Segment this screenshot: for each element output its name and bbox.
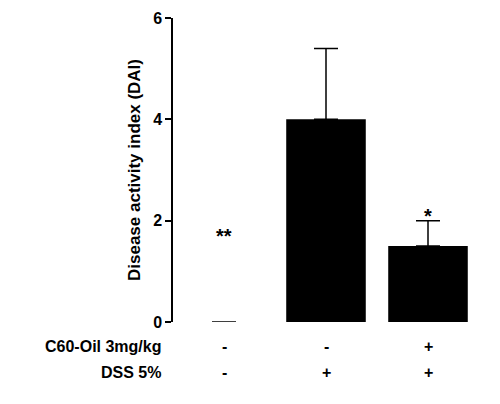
svg-text:4: 4	[153, 111, 162, 128]
svg-text:*: *	[424, 205, 432, 227]
svg-text:-: -	[222, 338, 227, 355]
svg-text:C60-Oil 3mg/kg: C60-Oil 3mg/kg	[45, 338, 161, 355]
svg-text:6: 6	[153, 10, 162, 27]
svg-text:0: 0	[153, 314, 162, 331]
svg-text:**: **	[216, 225, 232, 247]
svg-text:+: +	[322, 364, 331, 381]
svg-text:-: -	[222, 364, 227, 381]
svg-text:Disease activity index (DAI): Disease activity index (DAI)	[125, 59, 144, 281]
svg-text:+: +	[424, 338, 433, 355]
svg-text:+: +	[424, 364, 433, 381]
svg-text:-: -	[324, 338, 329, 355]
svg-text:2: 2	[153, 212, 162, 229]
svg-text:DSS 5%: DSS 5%	[101, 364, 161, 381]
